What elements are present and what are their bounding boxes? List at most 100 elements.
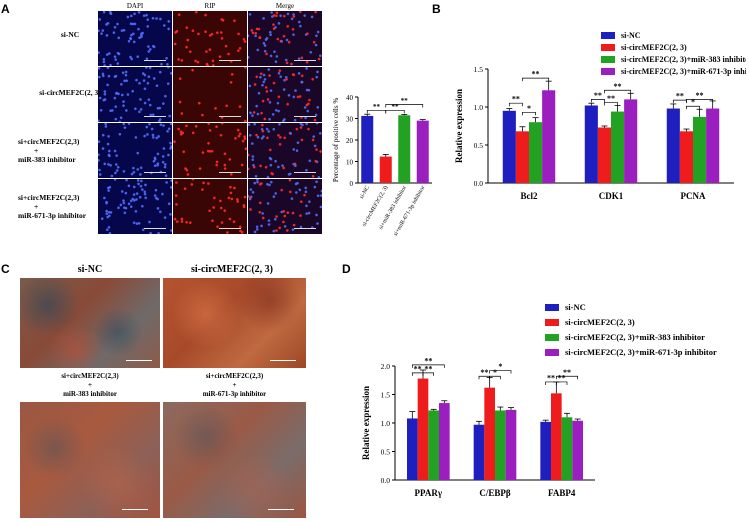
bar	[417, 378, 429, 480]
y-tick-label: 30	[346, 116, 354, 124]
scale-bar	[268, 509, 294, 510]
x-tick-label: C/EBPβ	[479, 488, 511, 498]
y-tick-label: 1.5	[474, 65, 484, 74]
fluorescence-image	[173, 67, 247, 122]
row-label-line: si-NC	[60, 30, 80, 39]
significance-label: **	[424, 364, 432, 373]
fluorescence-image	[248, 179, 322, 234]
fluorescence-image	[173, 179, 247, 234]
significance-bracket	[508, 102, 523, 107]
significance-bracket	[522, 111, 536, 116]
bar	[495, 410, 506, 480]
y-tick-label: 0.5	[381, 448, 391, 457]
y-tick-label: 1.5	[381, 391, 391, 400]
scale-bar	[270, 360, 296, 361]
significance-bracket	[422, 372, 435, 376]
significance-label: **	[480, 368, 488, 377]
oil-red-image-mir383	[20, 402, 160, 518]
bar	[484, 387, 495, 480]
bar	[679, 131, 693, 183]
scale-bar	[294, 172, 316, 173]
label-c-si-circmef2c: si-circMEF2C(2, 3)	[190, 264, 273, 275]
fluorescence-image	[98, 67, 172, 122]
scale-bar	[144, 116, 166, 117]
significance-label: **	[392, 103, 400, 111]
column-header-rip: RIP	[204, 2, 216, 10]
y-axis-label: Relative expression	[361, 386, 371, 460]
legend-label: si-circMEF2C(2, 3)+miR-671-3p inhibitor	[565, 347, 717, 357]
label-line: si+circMEF2C(2,3)	[205, 372, 264, 380]
panel-letter-b: B	[432, 2, 441, 16]
significance-label: **	[532, 70, 540, 79]
legend-swatch	[545, 304, 559, 311]
row-label-si-circmef2c: si-circMEF2C(2, 3)	[20, 88, 120, 97]
scale-bar	[219, 172, 241, 173]
legend-swatch	[601, 44, 615, 51]
bar	[706, 108, 720, 183]
row-label-line: +	[34, 202, 39, 211]
fluorescence-image	[98, 11, 172, 66]
significance-bracket	[604, 89, 632, 94]
significance-label: **	[563, 368, 571, 377]
significance-label: **	[676, 92, 684, 101]
legend-label: si-circMEF2C(2, 3)+miR-383 inhibitor	[565, 332, 705, 342]
y-tick-label: 0.5	[474, 141, 484, 150]
y-axis-label: Relative expression	[454, 89, 464, 163]
legend-label: si-circMEF2C(2, 3)+miR-383 inhibitor	[621, 55, 746, 64]
label-line: miR-383 inhibitor	[63, 390, 117, 398]
legend-swatch	[601, 68, 615, 75]
label-c-mir383: si+circMEF2C(2,3) + miR-383 inhibitor	[20, 372, 160, 399]
scale-bar	[144, 60, 166, 61]
y-tick-label: 40	[346, 94, 354, 102]
legend-swatch	[601, 32, 615, 39]
scale-bar	[126, 360, 152, 361]
bar	[502, 110, 516, 183]
significance-bracket	[489, 370, 512, 374]
legend-label: si-NC	[621, 31, 641, 40]
y-tick-label: 1.0	[381, 419, 391, 428]
y-tick-label: 0.0	[381, 476, 391, 485]
scale-bar	[219, 60, 241, 61]
bar	[624, 99, 638, 183]
scale-bar	[219, 116, 241, 117]
bar	[473, 424, 485, 480]
bar	[361, 115, 374, 183]
y-tick-label: 0	[350, 180, 354, 188]
bar	[597, 127, 611, 183]
significance-label: *	[527, 104, 531, 113]
x-tick-label: FABP4	[548, 488, 576, 498]
row-label-line: +	[34, 146, 39, 155]
bar	[439, 403, 450, 480]
significance-bracket	[686, 105, 700, 110]
bar	[407, 418, 418, 480]
bar	[416, 120, 429, 183]
fluorescence-image	[173, 123, 247, 178]
y-tick-label: 2.0	[381, 362, 391, 371]
panel-letter-c: C	[1, 262, 10, 276]
chart-d-relative-expression: si-NC si-circMEF2C(2, 3) si-circMEF2C(2, 3…	[361, 302, 717, 498]
bar	[551, 393, 562, 480]
panel-letter-d: D	[342, 262, 351, 276]
fluorescence-image	[248, 11, 322, 66]
scale-bar	[219, 228, 241, 229]
legend-swatch	[545, 334, 559, 341]
significance-bracket	[555, 375, 579, 380]
column-header-merge: Merge	[275, 2, 295, 10]
bar	[505, 409, 517, 480]
scale-bar	[122, 509, 148, 510]
bar	[398, 115, 411, 183]
x-tick-label: PCNA	[681, 191, 706, 201]
significance-label: **	[424, 356, 432, 365]
significance-label: **	[614, 82, 622, 91]
x-tick-label: PPARγ	[415, 488, 443, 498]
oil-red-image-mir671	[163, 402, 306, 518]
label-line: si+circMEF2C(2,3)	[61, 372, 119, 380]
y-axis-label: Percentage of positive cells %	[332, 98, 340, 183]
legend-label: si-circMEF2C(2, 3)	[621, 43, 687, 52]
significance-label: **	[607, 94, 615, 103]
x-tick-label: si-NC	[359, 185, 371, 200]
row-label-line: si-circMEF2C(2, 3)	[39, 88, 101, 97]
label-line: +	[232, 381, 237, 389]
significance-label: **	[373, 103, 381, 111]
legend-swatch	[601, 56, 615, 63]
